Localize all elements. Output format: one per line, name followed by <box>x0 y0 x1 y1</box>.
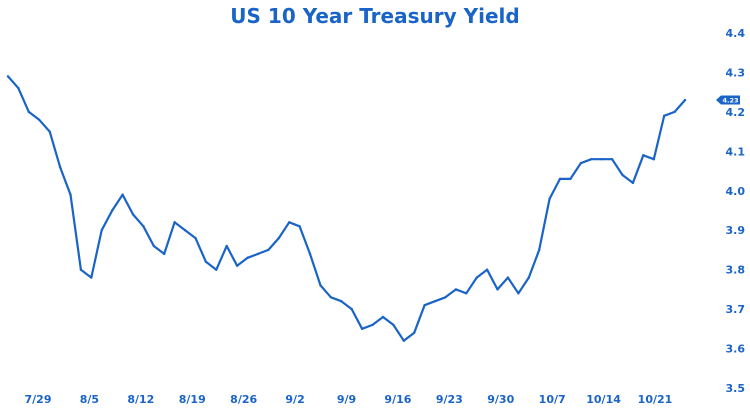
data-point <box>194 236 197 240</box>
data-point <box>121 193 124 196</box>
last-value-tag: 4.23 <box>716 95 740 105</box>
x-tick-label: 10/14 <box>586 393 621 406</box>
plot-area: 4.23 <box>6 75 740 342</box>
y-tick-label: 3.8 <box>726 264 746 277</box>
y-tick-label: 4.2 <box>726 106 746 119</box>
data-point <box>600 158 603 161</box>
data-point <box>392 323 395 327</box>
data-point <box>579 162 582 165</box>
data-point <box>683 98 687 102</box>
data-point <box>38 118 41 122</box>
data-point <box>69 193 72 196</box>
data-point <box>308 252 312 256</box>
y-tick-label: 3.5 <box>726 382 746 395</box>
x-tick-label: 8/12 <box>127 393 154 406</box>
data-point <box>673 110 676 114</box>
data-point <box>610 158 614 161</box>
data-point <box>350 307 353 311</box>
data-point <box>454 288 458 291</box>
data-point <box>444 296 447 299</box>
data-point <box>538 248 541 252</box>
data-point <box>277 236 280 240</box>
chart-title: US 10 Year Treasury Yield <box>230 4 520 28</box>
data-point <box>663 114 666 118</box>
x-tick-label: 8/19 <box>179 393 206 406</box>
y-tick-label: 3.6 <box>726 343 746 356</box>
data-point <box>631 181 635 185</box>
data-point <box>642 154 645 157</box>
data-point <box>360 327 364 330</box>
data-point <box>413 331 416 334</box>
x-tick-label: 9/16 <box>384 393 411 406</box>
last-value-tag-bg <box>716 95 740 105</box>
data-point <box>465 292 468 295</box>
data-point <box>569 177 572 181</box>
x-axis: 7/29 8/5 8/12 8/19 8/26 9/2 9/9 9/16 9/23 9/30 10/… <box>25 393 673 406</box>
data-point <box>111 209 114 212</box>
data-point <box>381 315 385 319</box>
data-point <box>527 276 530 279</box>
data-point <box>506 276 510 279</box>
data-point <box>298 225 301 228</box>
data-point <box>329 296 333 299</box>
data-point <box>131 213 135 216</box>
data-point <box>90 276 93 279</box>
data-point <box>163 252 166 256</box>
data-point <box>152 244 155 248</box>
data-point <box>256 252 260 256</box>
y-tick-label: 4.3 <box>726 66 746 79</box>
data-point <box>590 158 593 161</box>
last-value-label: 4.23 <box>722 97 738 105</box>
data-point <box>548 197 551 200</box>
data-point <box>475 276 478 279</box>
data-point <box>100 229 103 232</box>
data-point <box>6 75 10 78</box>
data-point <box>371 323 374 327</box>
data-point <box>621 173 624 177</box>
x-tick-label: 10/21 <box>638 393 673 406</box>
x-tick-label: 9/9 <box>337 393 356 406</box>
y-tick-label: 3.9 <box>726 224 746 237</box>
data-point <box>319 284 322 287</box>
data-point <box>235 264 239 267</box>
y-tick-label: 4.0 <box>726 185 746 198</box>
data-point <box>48 130 51 133</box>
data-point <box>27 110 30 114</box>
data-point <box>433 300 437 303</box>
data-point <box>204 260 208 263</box>
data-point <box>246 256 249 259</box>
x-tick-label: 8/5 <box>80 393 99 406</box>
data-point <box>215 268 218 271</box>
data-point <box>496 288 499 291</box>
data-point <box>79 268 83 271</box>
data-point <box>558 177 562 181</box>
x-tick-label: 10/7 <box>539 393 566 406</box>
data-point <box>173 221 176 224</box>
data-point <box>225 244 228 248</box>
data-point <box>267 248 270 252</box>
data-point <box>517 292 520 295</box>
data-point <box>183 229 187 232</box>
data-point <box>142 225 145 228</box>
x-tick-label: 8/26 <box>230 393 257 406</box>
x-tick-label: 9/2 <box>285 393 304 406</box>
y-tick-label: 3.7 <box>726 303 746 316</box>
y-tick-label: 4.4 <box>726 27 746 40</box>
x-tick-label: 9/30 <box>487 393 514 406</box>
data-point <box>423 304 426 307</box>
data-point <box>17 87 20 90</box>
y-tick-label: 4.1 <box>726 145 746 158</box>
y-axis: 4.4 4.3 4.2 4.1 4.0 3.9 3.8 3.7 3.6 3.5 <box>726 27 746 395</box>
data-point <box>58 165 62 169</box>
data-point <box>340 300 343 303</box>
data-point <box>485 268 489 271</box>
data-point <box>402 339 405 342</box>
data-point <box>652 158 655 161</box>
data-point <box>288 221 291 224</box>
x-tick-label: 9/23 <box>436 393 463 406</box>
yield-series-line <box>6 75 687 342</box>
x-tick-label: 7/29 <box>25 393 52 406</box>
